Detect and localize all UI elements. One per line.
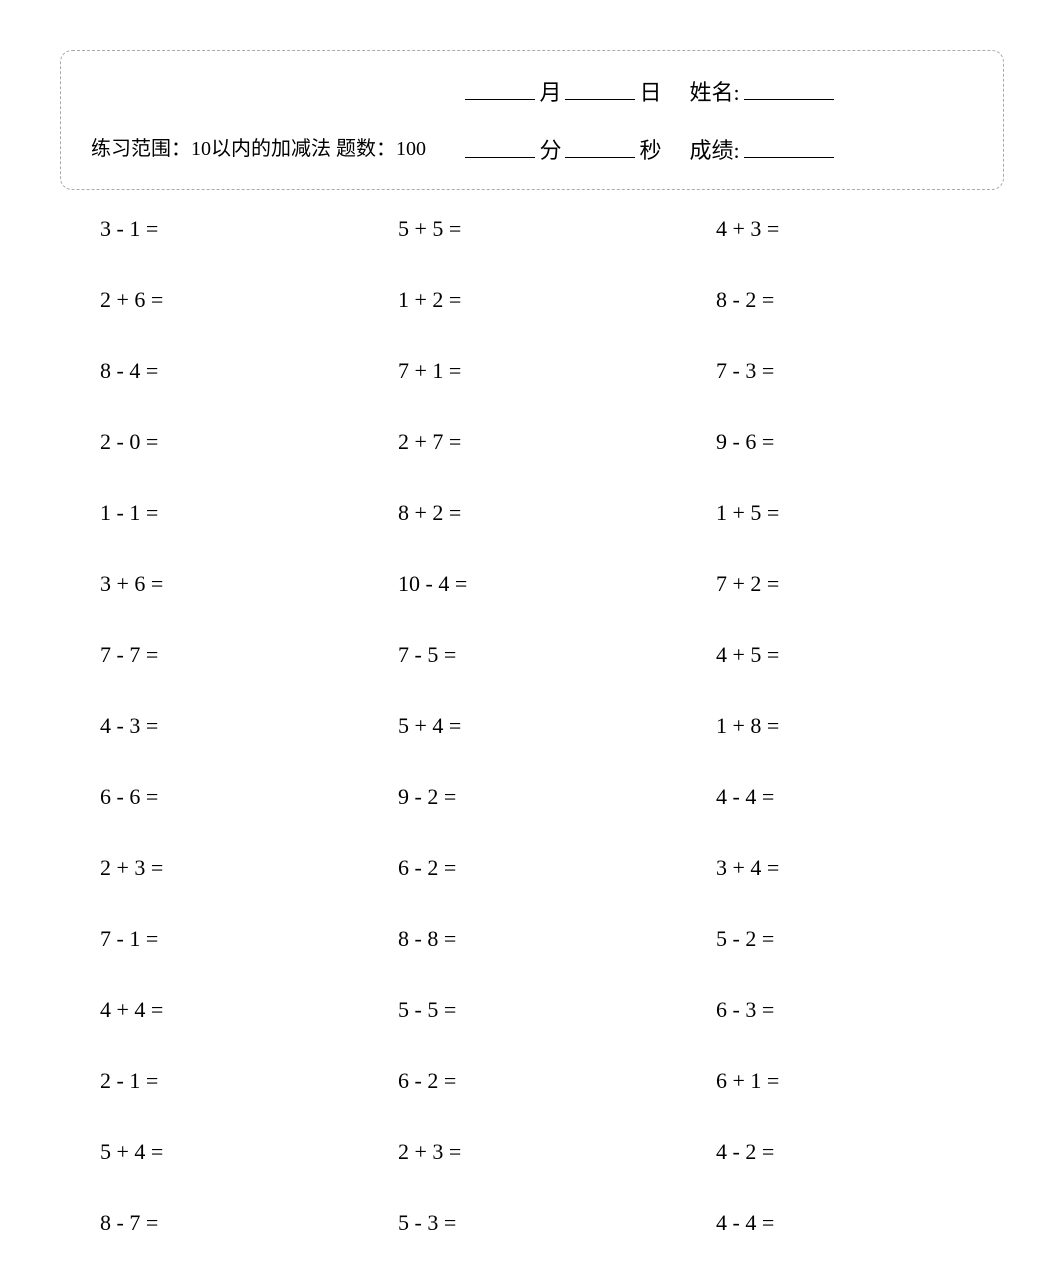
problem-item: 1 + 5 = bbox=[676, 500, 964, 526]
problem-item: 4 + 5 = bbox=[676, 642, 964, 668]
problem-item: 7 - 7 = bbox=[100, 642, 388, 668]
problem-item: 2 + 3 = bbox=[100, 855, 388, 881]
time-score-row: 分 秒 成绩: bbox=[461, 133, 973, 165]
problem-item: 7 + 2 = bbox=[676, 571, 964, 597]
minute-blank[interactable] bbox=[465, 134, 535, 158]
problem-item: 4 + 4 = bbox=[100, 997, 388, 1023]
problem-item: 4 - 2 = bbox=[676, 1139, 964, 1165]
problem-item: 2 + 7 = bbox=[388, 429, 676, 455]
header-fields: 月 日 姓名: 分 秒 成绩: bbox=[461, 75, 973, 165]
score-blank[interactable] bbox=[744, 134, 834, 158]
minute-label: 分 bbox=[539, 133, 561, 165]
problem-item: 9 - 2 = bbox=[388, 784, 676, 810]
problem-item: 8 - 4 = bbox=[100, 358, 388, 384]
problem-item: 8 + 2 = bbox=[388, 500, 676, 526]
problem-item: 5 - 2 = bbox=[676, 926, 964, 952]
problem-item: 5 + 4 = bbox=[100, 1139, 388, 1165]
problem-item: 4 + 3 = bbox=[676, 216, 964, 242]
date-name-row: 月 日 姓名: bbox=[461, 75, 973, 107]
problem-item: 4 - 4 = bbox=[676, 1210, 964, 1236]
problem-item: 2 + 6 = bbox=[100, 287, 388, 313]
problem-item: 9 - 6 = bbox=[676, 429, 964, 455]
month-blank[interactable] bbox=[465, 76, 535, 100]
day-blank[interactable] bbox=[565, 76, 635, 100]
problem-item: 8 - 2 = bbox=[676, 287, 964, 313]
problem-item: 7 - 3 = bbox=[676, 358, 964, 384]
problem-item: 8 - 8 = bbox=[388, 926, 676, 952]
problem-item: 7 + 1 = bbox=[388, 358, 676, 384]
scope-text: 练习范围：10以内的加减法 题数：100 bbox=[91, 93, 461, 165]
second-blank[interactable] bbox=[565, 134, 635, 158]
problem-item: 5 + 4 = bbox=[388, 713, 676, 739]
problem-item: 8 - 7 = bbox=[100, 1210, 388, 1236]
problems-grid: 3 - 1 =5 + 5 =4 + 3 = 2 + 6 =1 + 2 =8 - 2… bbox=[60, 206, 1004, 1236]
problem-item: 10 - 4 = bbox=[388, 571, 676, 597]
problem-item: 1 - 1 = bbox=[100, 500, 388, 526]
problem-item: 6 - 2 = bbox=[388, 1068, 676, 1094]
problem-item: 3 + 6 = bbox=[100, 571, 388, 597]
problem-item: 4 - 4 = bbox=[676, 784, 964, 810]
problem-item: 7 - 1 = bbox=[100, 926, 388, 952]
month-label: 月 bbox=[539, 75, 561, 107]
worksheet-header: 练习范围：10以内的加减法 题数：100 月 日 姓名: 分 秒 成绩: bbox=[60, 50, 1004, 190]
problem-item: 2 - 1 = bbox=[100, 1068, 388, 1094]
problem-item: 3 + 4 = bbox=[676, 855, 964, 881]
problem-item: 5 - 3 = bbox=[388, 1210, 676, 1236]
problem-item: 6 + 1 = bbox=[676, 1068, 964, 1094]
problem-item: 6 - 2 = bbox=[388, 855, 676, 881]
problem-item: 5 - 5 = bbox=[388, 997, 676, 1023]
problem-item: 2 - 0 = bbox=[100, 429, 388, 455]
problem-item: 7 - 5 = bbox=[388, 642, 676, 668]
problem-item: 1 + 2 = bbox=[388, 287, 676, 313]
problem-item: 1 + 8 = bbox=[676, 713, 964, 739]
problem-item: 5 + 5 = bbox=[388, 216, 676, 242]
problem-item: 4 - 3 = bbox=[100, 713, 388, 739]
problem-item: 3 - 1 = bbox=[100, 216, 388, 242]
name-label: 姓名: bbox=[689, 75, 739, 107]
day-label: 日 bbox=[639, 75, 661, 107]
second-label: 秒 bbox=[639, 133, 661, 165]
name-blank[interactable] bbox=[744, 76, 834, 100]
problem-item: 6 - 6 = bbox=[100, 784, 388, 810]
problem-item: 2 + 3 = bbox=[388, 1139, 676, 1165]
score-label: 成绩: bbox=[689, 133, 739, 165]
problem-item: 6 - 3 = bbox=[676, 997, 964, 1023]
